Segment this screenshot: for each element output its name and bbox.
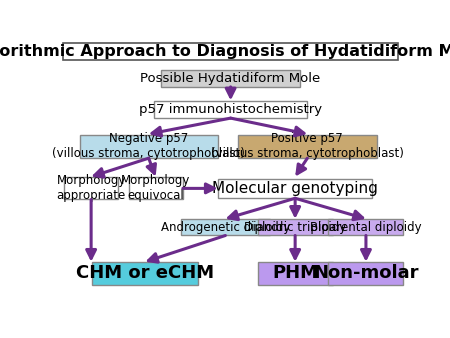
- Text: Positive p57
(villous stroma, cytotrophoblast): Positive p57 (villous stroma, cytotropho…: [211, 132, 404, 161]
- Text: PHM: PHM: [272, 265, 318, 283]
- FancyBboxPatch shape: [258, 262, 333, 285]
- FancyBboxPatch shape: [154, 101, 307, 118]
- FancyBboxPatch shape: [161, 70, 301, 87]
- Text: Biparental diploidy: Biparental diploidy: [310, 221, 422, 234]
- FancyBboxPatch shape: [64, 177, 118, 199]
- Text: Molecular genotyping: Molecular genotyping: [212, 181, 378, 196]
- FancyBboxPatch shape: [328, 262, 404, 285]
- Text: Non-molar: Non-molar: [313, 265, 418, 283]
- Text: Androgenetic diploidy: Androgenetic diploidy: [161, 221, 290, 234]
- FancyBboxPatch shape: [80, 135, 217, 158]
- FancyBboxPatch shape: [129, 177, 183, 199]
- Text: Morphology
appropriate: Morphology appropriate: [56, 174, 126, 202]
- Text: Negative p57
(villous stroma, cytotrophoblast): Negative p57 (villous stroma, cytotropho…: [52, 132, 245, 161]
- Text: CHM or eCHM: CHM or eCHM: [76, 265, 214, 283]
- Text: Possible Hydatidiform Mole: Possible Hydatidiform Mole: [140, 72, 321, 85]
- Text: p57 immunohistochemistry: p57 immunohistochemistry: [139, 103, 322, 116]
- FancyBboxPatch shape: [238, 135, 377, 158]
- Text: Algorithmic Approach to Diagnosis of Hydatidiform Moles: Algorithmic Approach to Diagnosis of Hyd…: [0, 44, 450, 59]
- FancyBboxPatch shape: [181, 219, 270, 236]
- FancyBboxPatch shape: [218, 178, 372, 198]
- Text: Diandric triploidy: Diandric triploidy: [244, 221, 346, 234]
- FancyBboxPatch shape: [328, 219, 404, 236]
- Text: Morphology
equivocal: Morphology equivocal: [121, 174, 190, 202]
- FancyBboxPatch shape: [258, 219, 333, 236]
- FancyBboxPatch shape: [92, 262, 198, 285]
